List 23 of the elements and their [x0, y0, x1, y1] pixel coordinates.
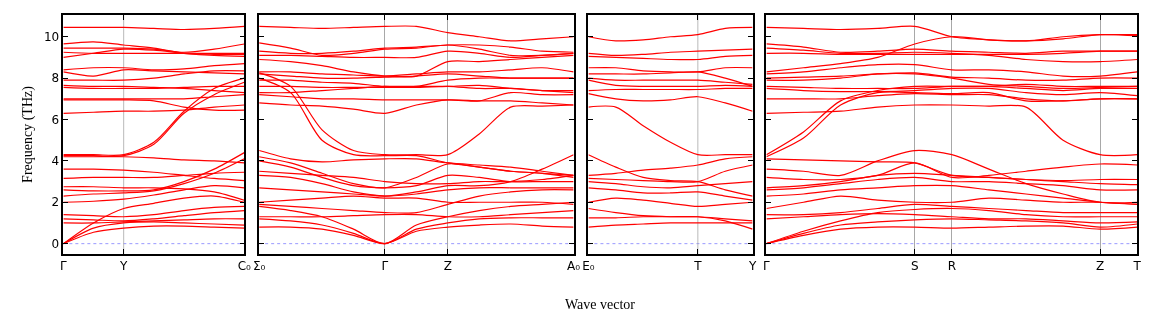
- x-axis-title: Wave vector: [565, 297, 636, 310]
- x-tick-label: T: [693, 259, 703, 274]
- y-tick-label: 10: [43, 29, 60, 44]
- x-tick-label: Y: [119, 259, 128, 274]
- x-tick-label: Γ: [60, 259, 68, 274]
- x-tick-label: R: [947, 259, 956, 274]
- x-tick-label: T: [1132, 259, 1142, 274]
- x-tick-label: E₀: [582, 259, 595, 274]
- y-axis-title: Frequency (THz): [20, 85, 37, 183]
- y-tick-label: 6: [51, 112, 60, 127]
- x-tick-label: S: [910, 259, 919, 274]
- x-tick-label: C₀: [237, 259, 252, 274]
- x-tick-label: Z: [443, 259, 452, 274]
- y-tick-label: 0: [51, 236, 60, 251]
- x-tick-label: Σ₀: [252, 259, 266, 274]
- x-tick-label: Z: [1096, 259, 1105, 274]
- x-tick-label: Γ: [381, 259, 389, 274]
- y-tick-label: 4: [51, 154, 60, 169]
- y-tick-label: 8: [51, 71, 60, 86]
- x-tick-label: Γ: [763, 259, 771, 274]
- x-tick-label: A₀: [567, 259, 581, 274]
- x-tick-label: Y: [747, 259, 757, 274]
- y-tick-label: 2: [51, 195, 60, 210]
